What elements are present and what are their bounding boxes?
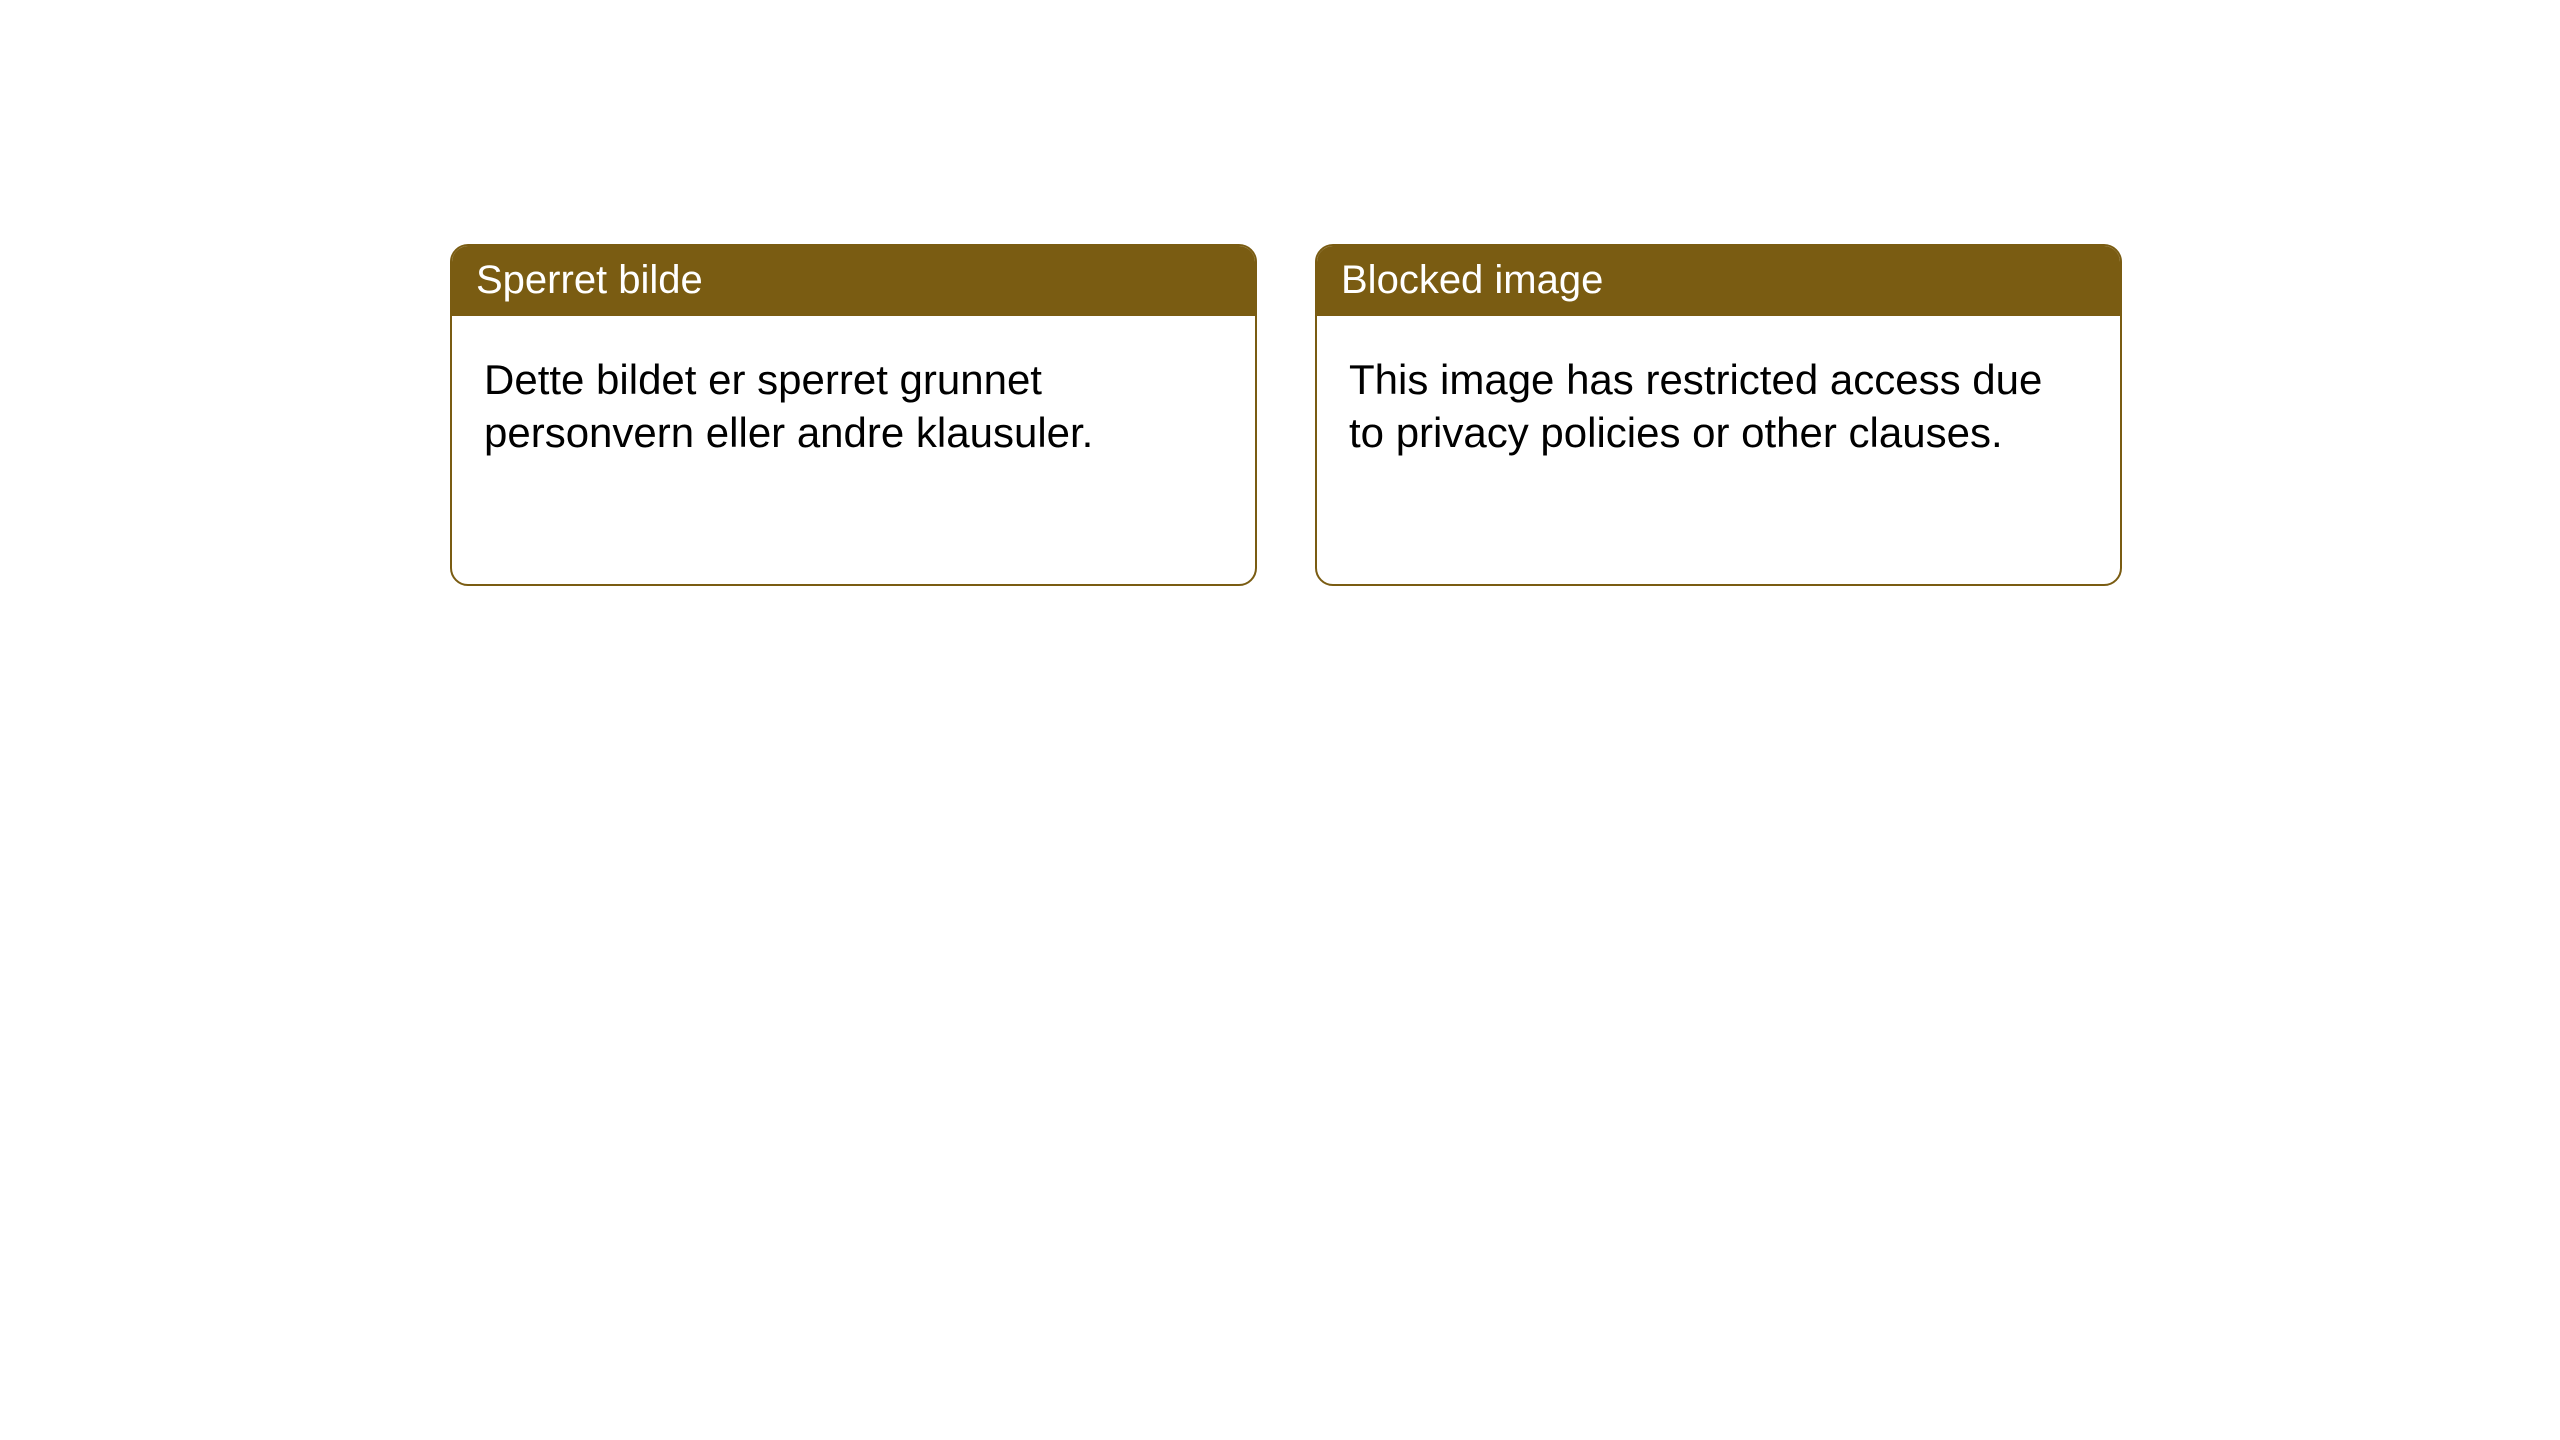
notice-card-english: Blocked image This image has restricted … [1315, 244, 2122, 586]
cards-container: Sperret bilde Dette bildet er sperret gr… [0, 0, 2560, 586]
notice-card-norwegian: Sperret bilde Dette bildet er sperret gr… [450, 244, 1257, 586]
card-title: Sperret bilde [452, 246, 1255, 316]
card-body-text: Dette bildet er sperret grunnet personve… [452, 316, 1255, 584]
card-title: Blocked image [1317, 246, 2120, 316]
card-body-text: This image has restricted access due to … [1317, 316, 2120, 584]
